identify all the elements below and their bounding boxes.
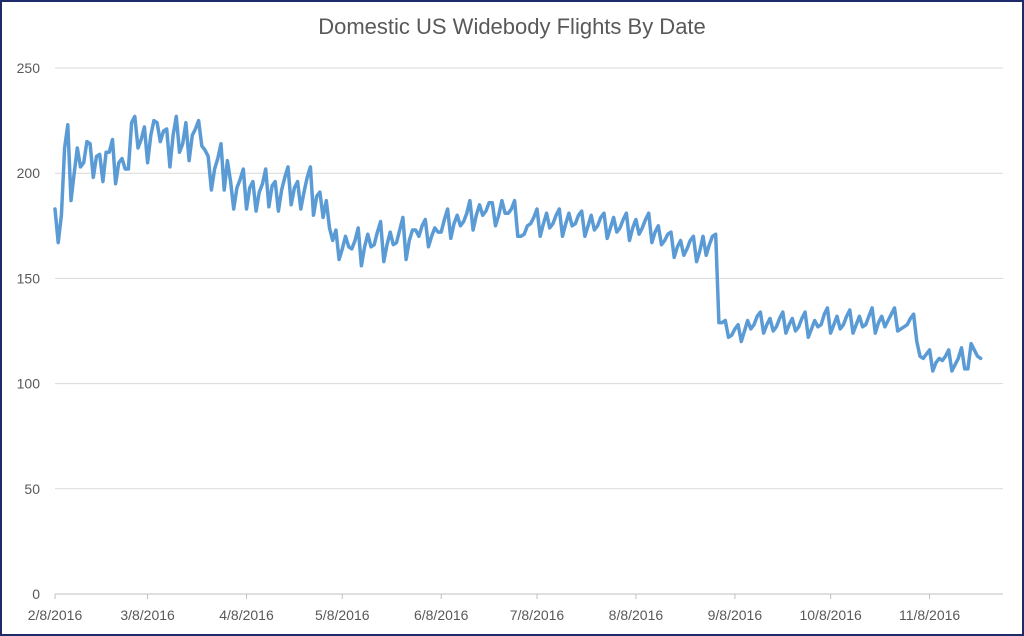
x-tick-label: 4/8/2016	[219, 607, 274, 623]
x-tick-label: 5/8/2016	[315, 607, 370, 623]
x-axis-tick-labels: 2/8/2016 3/8/2016 4/8/2016 5/8/2016 6/8/2016…	[28, 594, 960, 623]
y-tick-label: 100	[17, 376, 41, 392]
x-tick-label: 2/8/2016	[28, 607, 83, 623]
y-tick-label: 50	[24, 481, 40, 497]
y-tick-label: 150	[17, 270, 41, 286]
x-tick-label: 3/8/2016	[120, 607, 175, 623]
series-line	[53, 114, 983, 373]
y-tick-label: 200	[17, 165, 41, 181]
chart-title: Domestic US Widebody Flights By Date	[318, 14, 706, 39]
x-tick-label: 9/8/2016	[708, 607, 763, 623]
x-tick-label: 10/8/2016	[799, 607, 861, 623]
x-tick-label: 11/8/2016	[899, 607, 960, 623]
y-axis-tick-labels: 0 50 100 150 200 250	[17, 60, 41, 602]
x-tick-label: 8/8/2016	[609, 607, 664, 623]
y-tick-label: 0	[32, 586, 40, 602]
gridlines	[55, 67, 1003, 595]
y-tick-label: 250	[17, 60, 41, 76]
series-group	[53, 114, 983, 373]
x-tick-label: 6/8/2016	[414, 607, 469, 623]
x-tick-label: 7/8/2016	[510, 607, 565, 623]
